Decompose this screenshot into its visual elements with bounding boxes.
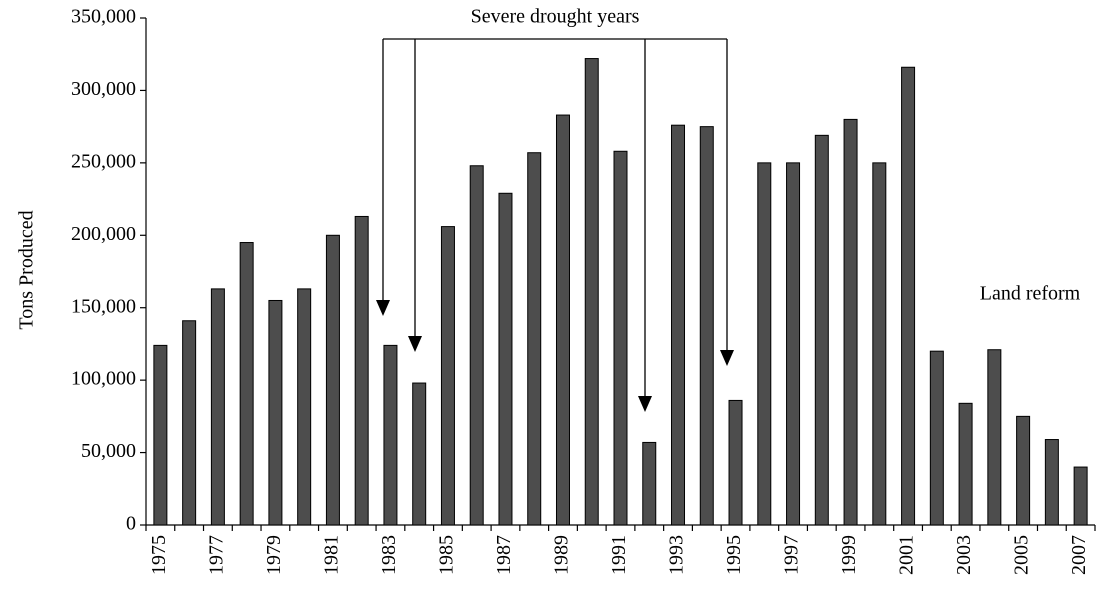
y-tick-label: 350,000 bbox=[71, 6, 136, 28]
annotation: Severe drought years bbox=[471, 6, 640, 28]
y-tick-label: 100,000 bbox=[71, 368, 136, 390]
bar bbox=[412, 382, 427, 526]
bar bbox=[383, 344, 398, 526]
bar bbox=[757, 162, 772, 526]
bar bbox=[642, 441, 657, 526]
x-tick-label: 1997 bbox=[781, 535, 803, 575]
y-tick-label: 250,000 bbox=[71, 150, 136, 172]
bar bbox=[153, 344, 168, 526]
drought-bracket bbox=[376, 38, 734, 412]
bar bbox=[325, 234, 340, 526]
bar bbox=[987, 349, 1002, 526]
bar bbox=[182, 320, 197, 526]
bar bbox=[1073, 466, 1088, 526]
x-tick-label: 1977 bbox=[205, 535, 227, 575]
y-tick-label: 150,000 bbox=[71, 295, 136, 317]
x-tick-label: 1975 bbox=[148, 535, 170, 575]
y-tick-label: 50,000 bbox=[81, 440, 136, 462]
y-axis-label: Tons Produced bbox=[16, 210, 38, 329]
bar bbox=[671, 124, 686, 526]
bar bbox=[958, 402, 973, 526]
x-tick-label: 1991 bbox=[608, 535, 630, 575]
bar bbox=[814, 134, 829, 526]
bar bbox=[613, 150, 628, 526]
bar bbox=[786, 162, 801, 526]
bar bbox=[555, 114, 570, 526]
bar bbox=[498, 192, 513, 526]
x-tick-label: 1999 bbox=[838, 535, 860, 575]
bar bbox=[699, 126, 714, 526]
bar bbox=[929, 350, 944, 526]
bar bbox=[239, 242, 254, 526]
x-tick-label: 1993 bbox=[666, 535, 688, 575]
x-tick-label: 2005 bbox=[1011, 535, 1033, 575]
x-tick-label: 1981 bbox=[321, 535, 343, 575]
bar bbox=[872, 162, 887, 526]
x-tick-label: 1985 bbox=[436, 535, 458, 575]
bar bbox=[268, 299, 283, 526]
bar bbox=[1016, 415, 1031, 526]
x-tick-label: 2007 bbox=[1068, 535, 1090, 575]
x-tick-label: 1989 bbox=[551, 535, 573, 575]
bar bbox=[297, 288, 312, 526]
bar bbox=[584, 58, 599, 526]
annotation: Land reform bbox=[980, 283, 1081, 305]
x-tick-label: 1983 bbox=[378, 535, 400, 575]
bar bbox=[354, 215, 369, 526]
bar bbox=[527, 152, 542, 526]
bar bbox=[1044, 439, 1059, 526]
x-tick-label: 1995 bbox=[723, 535, 745, 575]
x-tick-label: 1987 bbox=[493, 535, 515, 575]
x-tick-label: 2001 bbox=[896, 535, 918, 575]
y-tick-label: 0 bbox=[126, 513, 136, 535]
bar bbox=[469, 165, 484, 526]
bar bbox=[843, 118, 858, 526]
x-tick-label: 2003 bbox=[953, 535, 975, 575]
y-tick-label: 300,000 bbox=[71, 78, 136, 100]
bar bbox=[728, 399, 743, 526]
bar bbox=[440, 226, 455, 526]
x-tick-label: 1979 bbox=[263, 535, 285, 575]
y-tick-label: 200,000 bbox=[71, 223, 136, 245]
bar bbox=[901, 66, 916, 526]
bar bbox=[210, 288, 225, 526]
